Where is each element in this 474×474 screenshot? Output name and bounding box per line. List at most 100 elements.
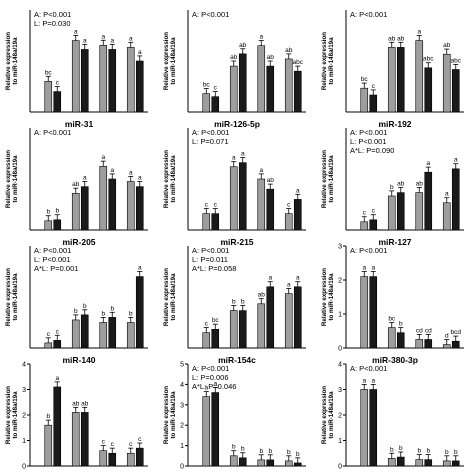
y-tick-label: 4 xyxy=(338,362,342,369)
bar xyxy=(80,49,89,113)
bar xyxy=(44,424,53,467)
bar xyxy=(360,87,369,113)
y-tick-label: 2 xyxy=(338,413,342,420)
stats-text: A: P<0.001 xyxy=(192,364,229,373)
significance-letter: a xyxy=(259,167,263,174)
bar xyxy=(442,53,451,113)
bar xyxy=(442,202,451,231)
bar xyxy=(135,60,144,113)
y-axis-label: Relative expression xyxy=(163,150,170,208)
y-tick-label: 4 xyxy=(22,362,26,369)
significance-letter: b xyxy=(296,451,300,458)
stats-text: A: P<0.001 xyxy=(34,10,71,19)
significance-letter: a xyxy=(129,35,133,42)
panel-title: miR-126-5p xyxy=(214,119,260,129)
significance-letter: bc xyxy=(388,316,396,323)
panel-6: miR-192 Relative expression to miR-148a/19… xyxy=(321,119,464,231)
y-tick-label: 1 xyxy=(338,312,342,319)
significance-letter: a xyxy=(241,151,245,158)
y-axis-label: to miR-148a/19a xyxy=(328,37,335,85)
y-axis-label: to miR-148a/19a xyxy=(170,391,177,439)
stats-text: A: P<0.001 xyxy=(192,128,229,137)
significance-letter: a xyxy=(74,29,78,36)
significance-letter: a xyxy=(445,191,449,198)
significance-letter: b xyxy=(74,308,78,315)
bar xyxy=(293,286,302,349)
y-axis-label: Relative expression xyxy=(321,150,328,208)
significance-letter: abc xyxy=(293,59,304,66)
bar xyxy=(424,67,433,113)
significance-letter: bc xyxy=(212,317,220,324)
bar xyxy=(360,389,369,467)
significance-letter: b xyxy=(83,303,87,310)
significance-letter: b xyxy=(232,444,236,451)
significance-letter: ab xyxy=(388,35,396,42)
y-tick-label: 3 xyxy=(338,244,342,251)
significance-letter: b xyxy=(241,446,245,453)
significance-letter: ab xyxy=(443,42,451,49)
significance-letter: a xyxy=(362,377,366,384)
y-axis-label: to miR-148a/19a xyxy=(12,273,19,321)
panel-11: miR-154c Relative expression to miR-148a/1… xyxy=(163,355,306,471)
y-tick-label: 5 xyxy=(180,362,184,369)
significance-letter: c xyxy=(138,436,142,443)
significance-letter: b xyxy=(390,446,394,453)
significance-letter: b xyxy=(390,184,394,191)
bar xyxy=(369,276,378,349)
significance-letter: a xyxy=(129,169,133,176)
significance-letter: a xyxy=(362,265,366,272)
significance-letter: a xyxy=(417,29,421,36)
y-axis-label: to miR-148a/19a xyxy=(12,37,19,85)
bar xyxy=(71,40,80,113)
y-axis-label: to miR-148a/19a xyxy=(12,155,19,203)
significance-letter: b xyxy=(110,305,114,312)
bar xyxy=(266,65,275,113)
significance-letter: ab xyxy=(258,292,266,299)
bar xyxy=(108,317,117,349)
y-tick-label: 4 xyxy=(180,382,184,389)
significance-letter: ab xyxy=(72,400,80,407)
bar xyxy=(135,186,144,231)
bar xyxy=(99,165,108,231)
bar xyxy=(424,171,433,231)
y-axis-label: to miR-148a/19a xyxy=(328,155,335,203)
significance-letter: a xyxy=(268,275,272,282)
bar xyxy=(99,45,108,113)
significance-letter: d xyxy=(445,333,449,340)
significance-letter: b xyxy=(55,208,59,215)
bar xyxy=(238,53,247,113)
y-tick-label: 3 xyxy=(180,402,184,409)
significance-letter: a xyxy=(232,155,236,162)
y-tick-label: 2 xyxy=(180,423,184,430)
significance-letter: a xyxy=(83,175,87,182)
significance-letter: a xyxy=(138,265,142,272)
bar xyxy=(442,460,451,467)
bar xyxy=(211,328,220,349)
y-tick-label: 2 xyxy=(22,413,26,420)
panel-3: Relative expression to miR-148a/19a A: P<0… xyxy=(321,10,464,113)
bar xyxy=(424,459,433,467)
bar xyxy=(238,310,247,349)
bar xyxy=(387,195,396,231)
panel-title: miR-380-3p xyxy=(372,355,418,365)
y-axis-label: Relative expression xyxy=(5,32,12,90)
y-axis-label: Relative expression xyxy=(321,268,328,326)
bar xyxy=(442,344,451,349)
bar xyxy=(71,192,80,231)
bar xyxy=(369,219,378,231)
bar xyxy=(396,192,405,231)
bar xyxy=(284,293,293,349)
stats-text: A: P<0.001 xyxy=(350,246,387,255)
panel-10: miR-140 Relative expression to miR-148a/19… xyxy=(5,355,148,471)
y-axis-label: Relative expression xyxy=(321,32,328,90)
panel-title: miR-205 xyxy=(62,237,95,247)
y-axis-label: to miR-148a/19a xyxy=(12,391,19,439)
bar xyxy=(284,213,293,231)
significance-letter: a xyxy=(454,157,458,164)
y-axis-label: Relative expression xyxy=(321,386,328,444)
y-axis-label: to miR-148a/19a xyxy=(328,391,335,439)
bar xyxy=(369,389,378,467)
significance-letter: abc xyxy=(423,56,434,63)
bar xyxy=(284,460,293,467)
bar xyxy=(451,460,460,467)
